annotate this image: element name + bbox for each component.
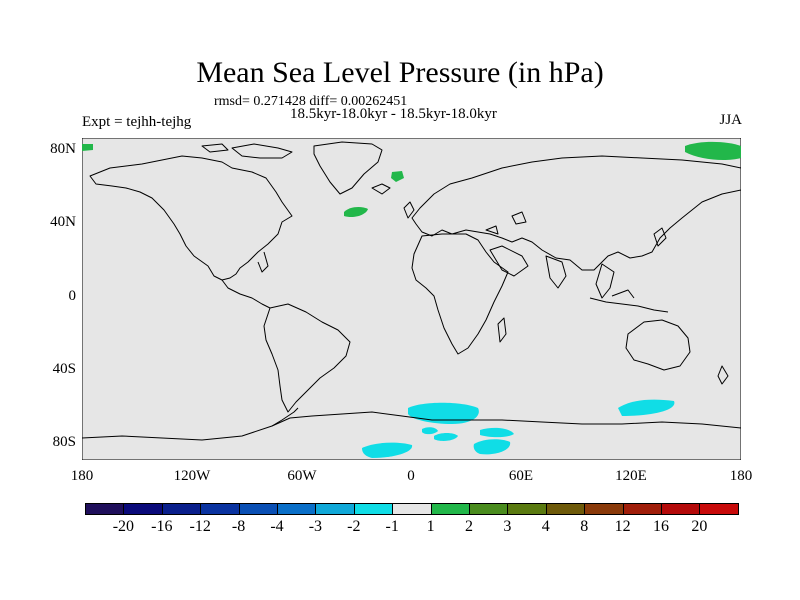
colorbar-box	[661, 503, 701, 515]
colorbar-box	[123, 503, 163, 515]
colorbar-label: 4	[541, 518, 550, 535]
coast-arabia	[489, 245, 529, 277]
coast-arctic-islands	[201, 143, 293, 159]
coast-south-america	[263, 303, 351, 413]
colorbar-label: -8	[231, 518, 246, 535]
coast-antarctic-peninsula	[271, 407, 299, 427]
colorbar-box	[507, 503, 547, 515]
positive-patch-east-siberia	[685, 141, 741, 160]
lon-tick-60e: 60E	[508, 468, 534, 484]
colorbar-label: -1	[385, 518, 399, 535]
lat-tick-0: 0	[68, 288, 77, 304]
negative-patch-inland-a	[422, 427, 438, 435]
colorbar-label: -16	[151, 518, 173, 535]
lon-tick-60w: 60W	[287, 468, 317, 484]
period-subtitle: 18.5kyr-18.0kyr - 18.5kyr-18.0kyr	[290, 106, 497, 122]
colorbar-box	[200, 503, 240, 515]
colorbar-label: -3	[308, 518, 323, 535]
colorbar-box	[85, 503, 125, 515]
colorbar-box	[161, 503, 202, 515]
negative-patch-east-antarctic	[618, 399, 675, 416]
coast-eurasia-lakes	[485, 211, 527, 235]
coast-new-zealand	[717, 365, 729, 385]
negative-patch-south-a	[362, 442, 413, 458]
coast-indonesia	[589, 289, 669, 313]
colorbar-label: 20	[691, 518, 708, 535]
coastlines	[82, 141, 741, 441]
lat-tick-80s: 80S	[52, 434, 76, 450]
experiment-label: Expt = tejhh-tejhg	[82, 114, 192, 130]
negative-patch-inland-c	[480, 427, 514, 438]
lat-tick-80n: 80N	[50, 141, 76, 157]
positive-anomaly-patches	[82, 141, 741, 218]
map-title: Mean Sea Level Pressure (in hPa)	[196, 56, 604, 89]
colorbar-box	[622, 503, 662, 515]
colorbar-box	[392, 503, 432, 515]
colorbar-box	[315, 503, 355, 515]
coast-greenland	[313, 141, 383, 195]
colorbar-box	[545, 503, 586, 515]
world-map	[82, 138, 741, 460]
colorbar-box	[469, 503, 509, 515]
coast-north-america	[89, 155, 293, 281]
coast-africa	[411, 233, 509, 355]
coast-australia	[625, 319, 691, 371]
lon-tick-120w: 120W	[173, 468, 211, 484]
lon-tick-120e: 120E	[615, 468, 647, 484]
coast-florida	[257, 251, 269, 273]
lat-tick-40s: 40S	[52, 361, 76, 377]
negative-patch-south-b	[473, 439, 511, 455]
colorbar-label: -12	[189, 518, 211, 535]
colorbar-label: 3	[503, 518, 512, 535]
coast-central-america	[221, 279, 271, 309]
positive-patch-arctic-west	[82, 144, 93, 151]
coast-japan	[653, 227, 667, 247]
lat-tick-40n: 40N	[50, 214, 76, 230]
colorbar-box	[699, 503, 739, 515]
colorbar-label: 1	[426, 518, 435, 535]
colorbar-label: 8	[580, 518, 589, 535]
coast-southeast-asia	[595, 263, 615, 299]
colorbar-label: 2	[465, 518, 473, 535]
positive-patch-north-atlantic	[344, 207, 368, 218]
colorbar-label: -2	[347, 518, 361, 535]
colorbar-label: -20	[112, 518, 135, 535]
lon-tick-0: 0	[407, 468, 415, 484]
coast-eurasia	[411, 155, 741, 271]
negative-patch-inland-b	[434, 433, 458, 441]
coast-antarctica	[82, 411, 741, 441]
colorbar-box	[430, 503, 470, 515]
colorbar-box	[238, 503, 278, 515]
positive-patch-svalbard	[391, 171, 404, 182]
colorbar-box	[584, 503, 624, 515]
season-label: JJA	[719, 112, 742, 128]
colorbar-box	[277, 503, 317, 515]
lon-tick-180w: 180	[70, 468, 94, 484]
stats-subtitle: rmsd= 0.271428 diff= 0.00262451	[214, 94, 408, 109]
coast-british-isles	[403, 201, 415, 219]
coast-iceland	[371, 183, 391, 195]
lon-tick-180e: 180	[729, 468, 753, 484]
colorbar-label: 16	[653, 518, 669, 535]
colorbar-label: 12	[614, 518, 631, 535]
coast-india	[545, 255, 567, 289]
coast-madagascar	[497, 317, 507, 343]
colorbar-label: -4	[270, 518, 284, 535]
colorbar-box	[353, 503, 394, 515]
